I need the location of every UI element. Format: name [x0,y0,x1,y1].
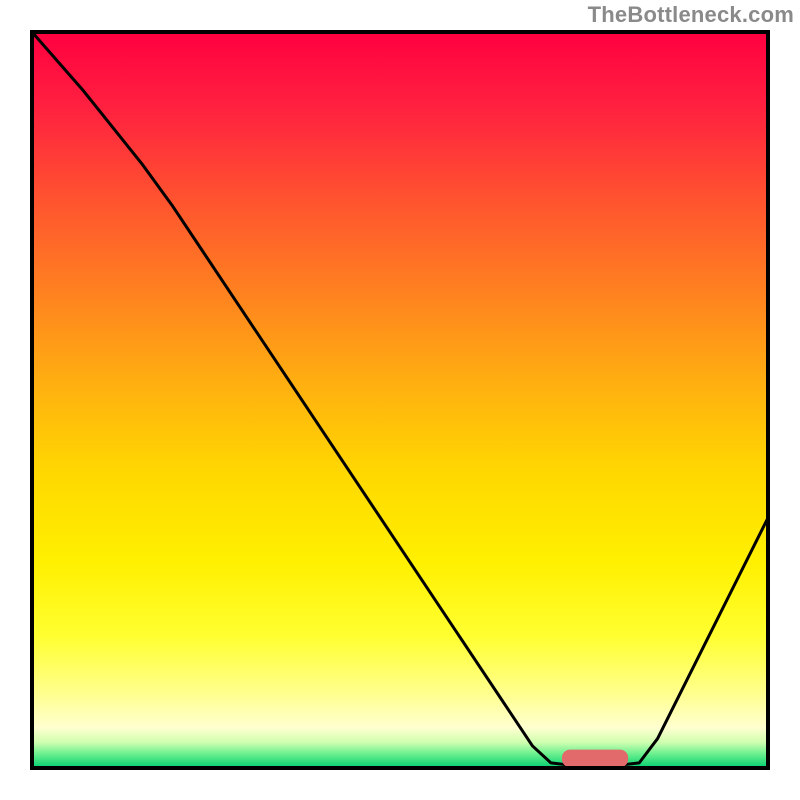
plot-area [32,32,768,768]
bottleneck-chart [0,0,800,800]
gradient-background [32,32,768,768]
chart-container: { "meta": { "width": 800, "height": 800,… [0,0,800,800]
watermark-text: TheBottleneck.com [588,2,794,28]
optimal-marker [562,750,628,768]
